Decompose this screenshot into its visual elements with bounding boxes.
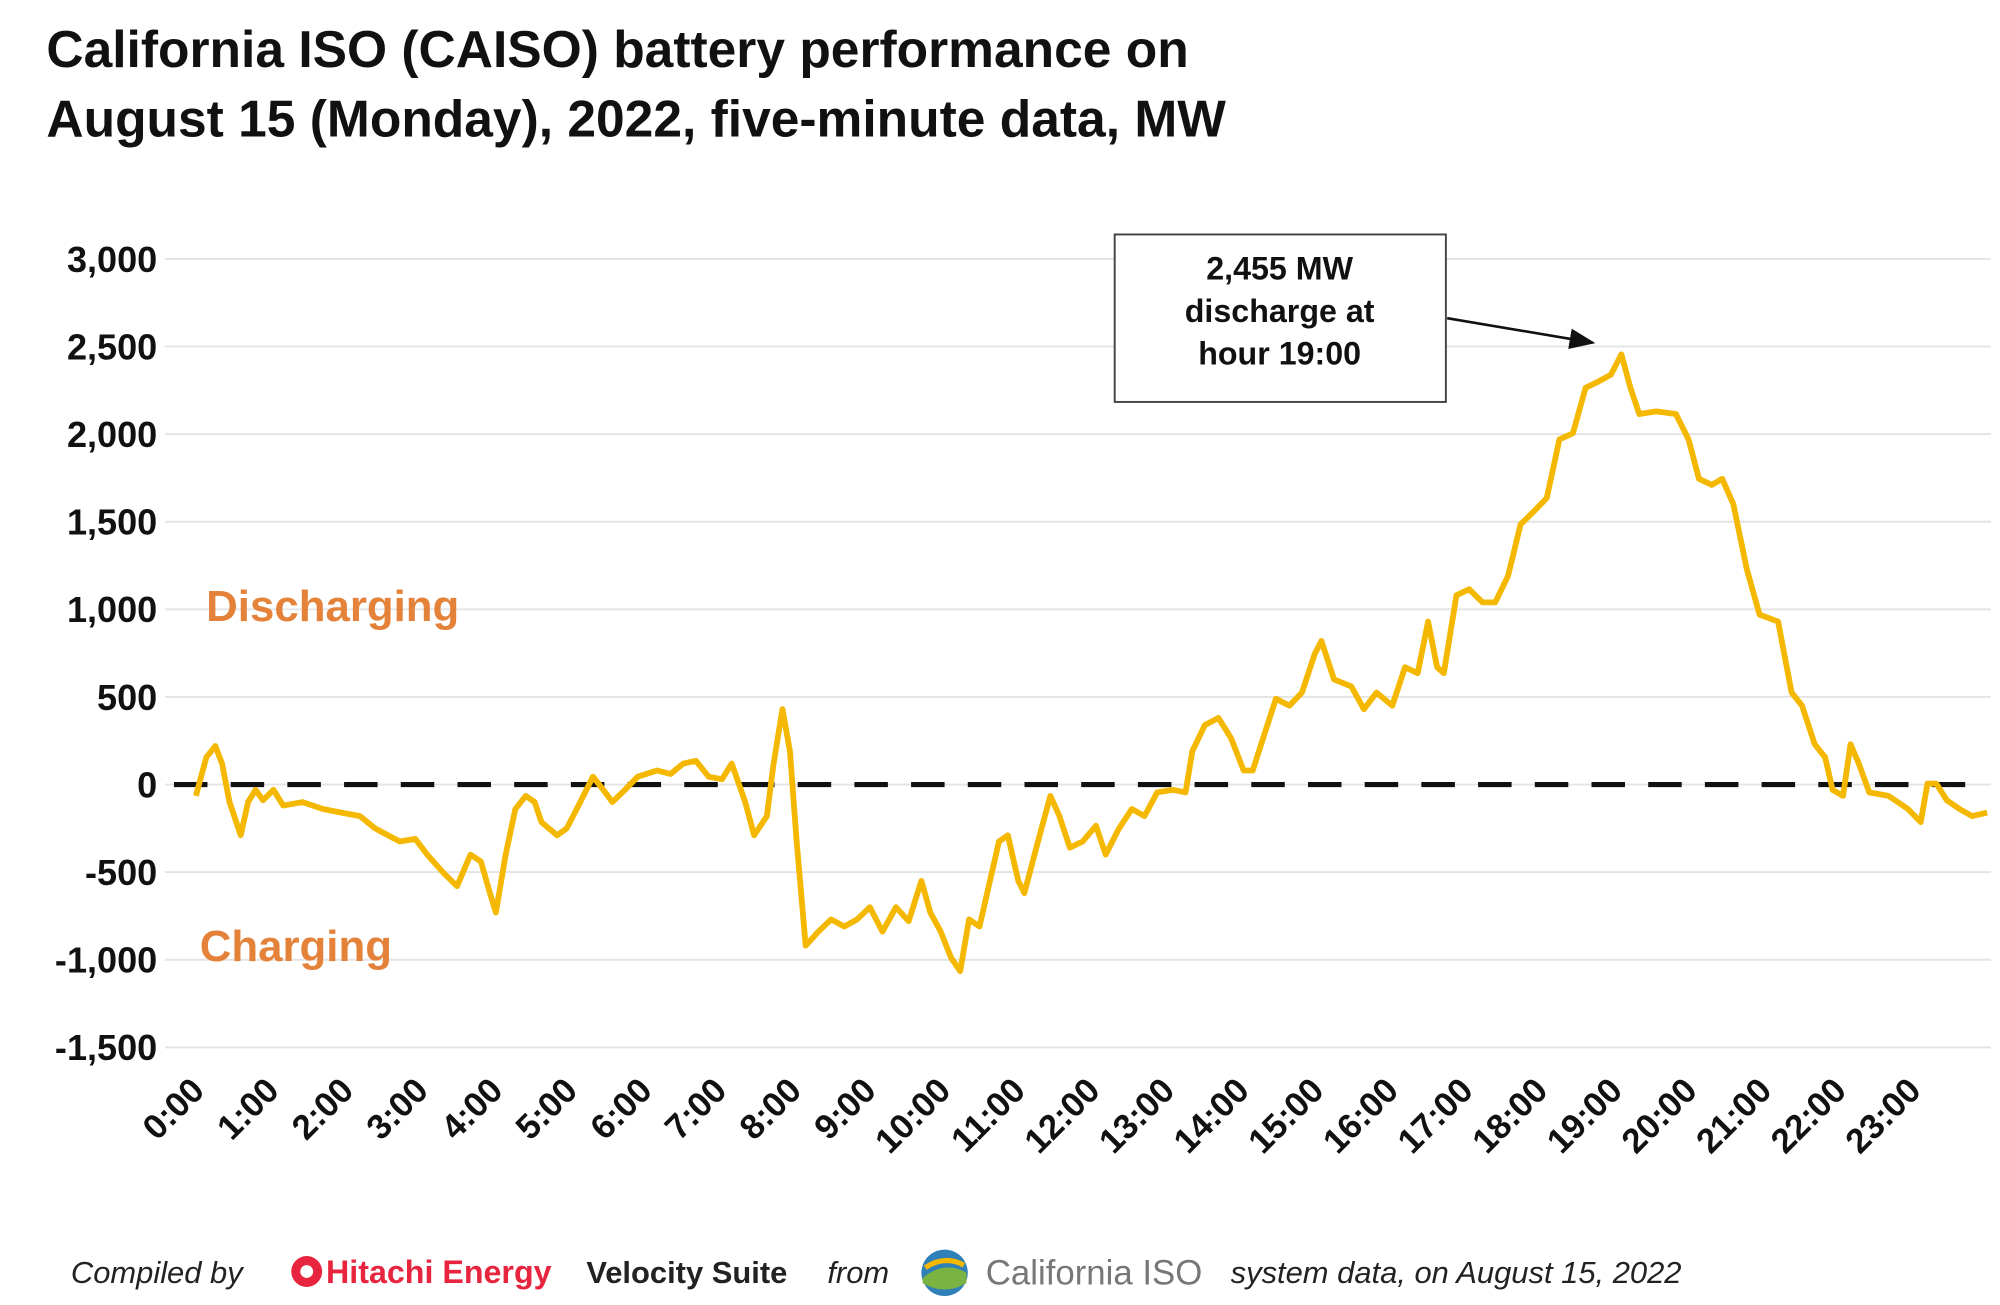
chart-title: August 15 (Monday), 2022, five-minute da… xyxy=(46,90,1226,148)
footer-text: Hitachi Energy xyxy=(326,1254,552,1290)
y-tick-label: -1,500 xyxy=(55,1027,157,1068)
chart-title: California ISO (CAISO) battery performan… xyxy=(46,20,1188,78)
y-tick-label: 3,000 xyxy=(67,239,157,280)
y-tick-label: 1,000 xyxy=(67,589,157,630)
logo xyxy=(300,1265,314,1278)
region-label: Charging xyxy=(200,922,392,971)
y-tick-label: -1,000 xyxy=(55,940,157,981)
y-tick-label: 2,500 xyxy=(67,326,157,367)
y-tick-label: 500 xyxy=(97,677,157,718)
footer-text: from xyxy=(827,1255,889,1290)
plot xyxy=(173,351,1988,974)
data-line xyxy=(193,351,1988,974)
footer: Compiled by Hitachi Energy Velocity Suit… xyxy=(71,1249,1682,1296)
y-tick-label: 2,000 xyxy=(67,414,157,455)
footer-text: California ISO xyxy=(986,1254,1202,1292)
annotation: 2,455 MW xyxy=(1206,251,1353,287)
y-tick-label: 1,500 xyxy=(67,502,157,543)
footer-text: system data, on August 15, 2022 xyxy=(1231,1255,1682,1290)
y-tick-label: 0 xyxy=(137,764,157,805)
logo xyxy=(923,1257,966,1270)
footer-text: Compiled by xyxy=(71,1255,244,1290)
annotation-box xyxy=(1113,233,1447,403)
footer-text: Velocity Suite xyxy=(586,1255,787,1290)
annotation: hour 19:00 xyxy=(1198,336,1361,372)
annotation: discharge at xyxy=(1185,293,1375,329)
annotation-arrow xyxy=(1446,316,1596,349)
logo xyxy=(922,1267,967,1290)
y-tick-label: -500 xyxy=(85,852,157,893)
region-label: Discharging xyxy=(206,582,459,631)
